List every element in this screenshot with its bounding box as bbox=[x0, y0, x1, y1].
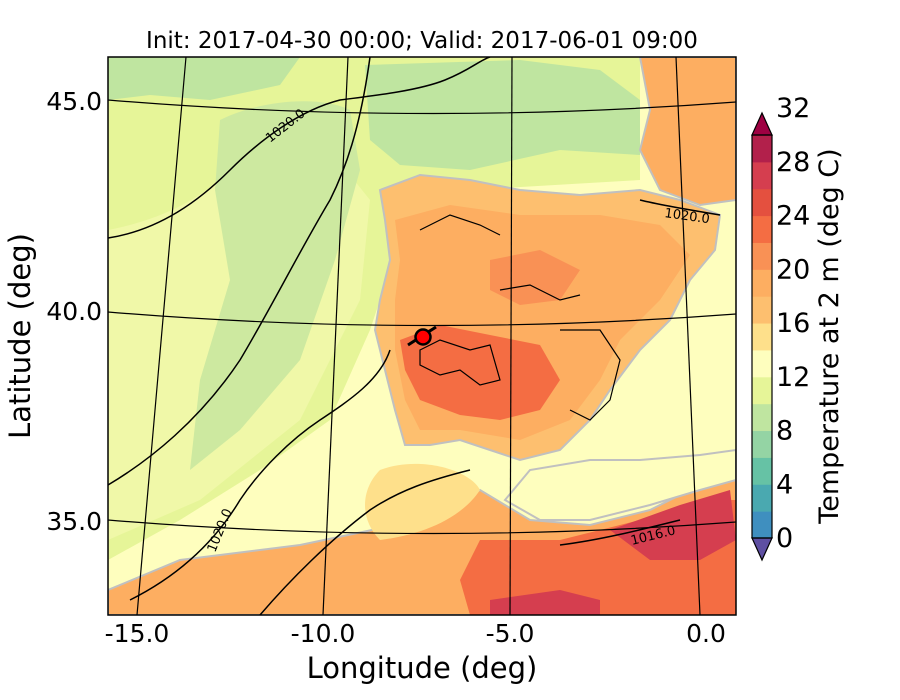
x-axis: -15.0 -10.0 -5.0 0.0 Longitude (deg) bbox=[105, 619, 726, 685]
colorbar-band bbox=[752, 511, 772, 539]
isobar-6 bbox=[559, 519, 681, 546]
colorbar-label: Temperature at 2 m (deg C) bbox=[814, 148, 845, 524]
land-africa-hottest bbox=[610, 490, 736, 560]
y-tick-35: 35.0 bbox=[46, 507, 102, 536]
x-tick-minus10: -10.0 bbox=[291, 619, 356, 648]
isobar-2 bbox=[108, 57, 371, 486]
parallel-45 bbox=[108, 99, 736, 115]
colorbar-band bbox=[752, 161, 772, 190]
map-panel: 1020.0 1020.0 1020.0 1016.0 bbox=[108, 57, 736, 615]
contour-label-1020-east: 1020.0 bbox=[663, 206, 710, 227]
x-tick-minus15: -15.0 bbox=[105, 619, 170, 648]
isobar-4 bbox=[259, 469, 471, 615]
y-axis-label: Latitude (deg) bbox=[3, 233, 37, 439]
isobar-1 bbox=[108, 57, 491, 239]
parallel-40 bbox=[108, 311, 736, 327]
land-contour-4 bbox=[419, 214, 501, 236]
land-contours bbox=[419, 214, 621, 421]
land-contour-3 bbox=[499, 284, 581, 301]
colorbar-tick-label: 32 bbox=[776, 93, 810, 124]
meridian-minus10 bbox=[322, 57, 349, 615]
colorbar-band bbox=[752, 215, 772, 243]
land-france bbox=[638, 57, 736, 207]
colorbar-tick-label: 28 bbox=[776, 147, 810, 178]
colorbar-tick-label: 8 bbox=[776, 416, 793, 447]
sea-warm-patch bbox=[365, 463, 480, 540]
colorbar-band bbox=[752, 376, 772, 405]
land-africa-hottest-2 bbox=[490, 590, 600, 615]
isobar-5 bbox=[639, 199, 721, 216]
sea-mediterranean bbox=[503, 448, 736, 521]
marker-circle bbox=[414, 328, 432, 346]
y-tick-40: 40.0 bbox=[46, 297, 102, 326]
land-contour-2 bbox=[560, 329, 621, 421]
colorbar-tick-label: 20 bbox=[776, 254, 810, 285]
meridian-minus5 bbox=[509, 57, 513, 615]
x-tick-0: 0.0 bbox=[686, 619, 726, 648]
map-frame bbox=[107, 56, 737, 616]
colorbar-tick-label: 4 bbox=[776, 469, 793, 500]
colorbar-extend-top bbox=[751, 111, 773, 136]
colorbar-tick-label: 24 bbox=[776, 201, 810, 232]
y-axis: 45.0 40.0 35.0 Latitude (deg) bbox=[3, 87, 102, 536]
colorbar-band bbox=[752, 403, 772, 432]
colorbar: 0 4 8 12 16 20 24 28 32 Temperature at 2 m (deg … bbox=[751, 93, 845, 562]
x-tick-minus5: -5.0 bbox=[486, 619, 535, 648]
colorbar-tick-label: 16 bbox=[776, 308, 810, 339]
sea-green-region-north bbox=[365, 60, 640, 170]
land-hot-zone-2 bbox=[490, 250, 580, 305]
sea-green-region-bay bbox=[108, 57, 300, 100]
colorbar-tick-label: 0 bbox=[776, 523, 793, 554]
colorbar-band bbox=[752, 188, 772, 217]
x-axis-label: Longitude (deg) bbox=[307, 651, 538, 685]
location-marker bbox=[407, 325, 437, 347]
colorbar-tick-label: 12 bbox=[776, 362, 810, 393]
pressure-contours bbox=[108, 57, 721, 615]
colorbar-ticks: 0 4 8 12 16 20 24 28 32 bbox=[776, 93, 810, 554]
colorbar-band bbox=[752, 242, 772, 270]
colorbar-band bbox=[752, 457, 772, 485]
colorbar-frame bbox=[751, 134, 773, 539]
graticule bbox=[108, 57, 736, 615]
colorbar-band bbox=[752, 349, 772, 378]
land-hot-zone bbox=[400, 325, 560, 420]
parallel-35 bbox=[108, 519, 736, 535]
colorbar-extend-bottom bbox=[751, 537, 773, 562]
y-tick-45: 45.0 bbox=[46, 87, 102, 116]
colorbar-band bbox=[752, 323, 772, 351]
isobar-3 bbox=[129, 349, 391, 601]
colorbar-band bbox=[752, 135, 772, 163]
figure-title: Init: 2017-04-30 00:00; Valid: 2017-06-0… bbox=[146, 28, 698, 54]
sea-green-region-west bbox=[190, 101, 360, 471]
colorbar-band bbox=[752, 269, 772, 297]
colorbar-bands bbox=[752, 135, 772, 539]
colorbar-band bbox=[752, 430, 772, 458]
land-contour-1 bbox=[419, 339, 501, 386]
colorbar-band bbox=[752, 296, 772, 324]
meridian-0 bbox=[675, 57, 701, 615]
meridian-minus15 bbox=[136, 57, 187, 615]
colorbar-band bbox=[752, 484, 772, 512]
